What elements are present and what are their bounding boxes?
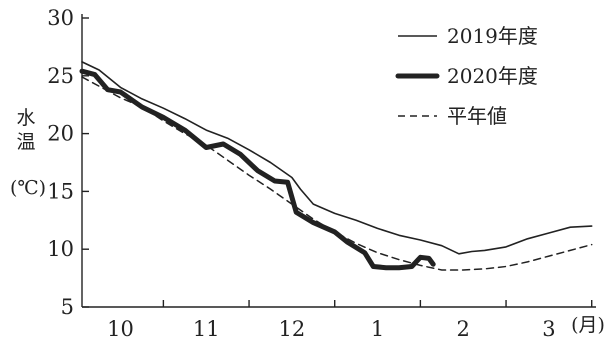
series-line-1 bbox=[81, 61, 593, 255]
x-unit-label: (月) bbox=[571, 314, 604, 336]
legend-label-1: 2019年度 bbox=[447, 24, 538, 48]
y-tick-label: 30 bbox=[47, 6, 74, 30]
x-tick-label: 12 bbox=[279, 317, 306, 341]
legend-label-2: 2020年度 bbox=[447, 64, 538, 88]
series-line-2 bbox=[79, 68, 436, 271]
y-tick-label: 10 bbox=[47, 237, 74, 261]
y-tick-label: 25 bbox=[47, 64, 74, 88]
y-axis-label-char: 温 bbox=[16, 131, 35, 153]
y-axis-label-char: 水 bbox=[16, 107, 35, 129]
y-tick-label: 15 bbox=[47, 179, 74, 203]
y-tick-label: 20 bbox=[47, 122, 74, 146]
x-tick-label: 1 bbox=[371, 317, 384, 341]
series-line-3 bbox=[81, 76, 593, 271]
x-tick-label: 10 bbox=[107, 317, 134, 341]
legend-label-3: 平年値 bbox=[447, 104, 507, 128]
series-layer bbox=[79, 61, 593, 271]
y-tick-label: 5 bbox=[61, 295, 74, 319]
labels-layer: 水温 (℃) bbox=[10, 107, 46, 199]
x-tick-label: 2 bbox=[457, 317, 470, 341]
x-tick-label: 11 bbox=[193, 317, 220, 341]
x-tick-label: 3 bbox=[542, 317, 555, 341]
y-unit-label: (℃) bbox=[10, 177, 46, 199]
